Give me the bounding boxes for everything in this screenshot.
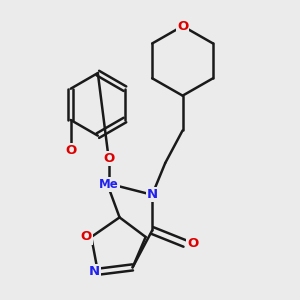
Text: N: N — [147, 188, 158, 201]
Text: Me: Me — [99, 178, 118, 191]
Text: O: O — [80, 230, 92, 244]
Text: O: O — [65, 144, 76, 157]
Text: O: O — [103, 152, 114, 165]
Text: N: N — [89, 265, 100, 278]
Text: O: O — [187, 237, 198, 250]
Text: O: O — [177, 20, 188, 33]
